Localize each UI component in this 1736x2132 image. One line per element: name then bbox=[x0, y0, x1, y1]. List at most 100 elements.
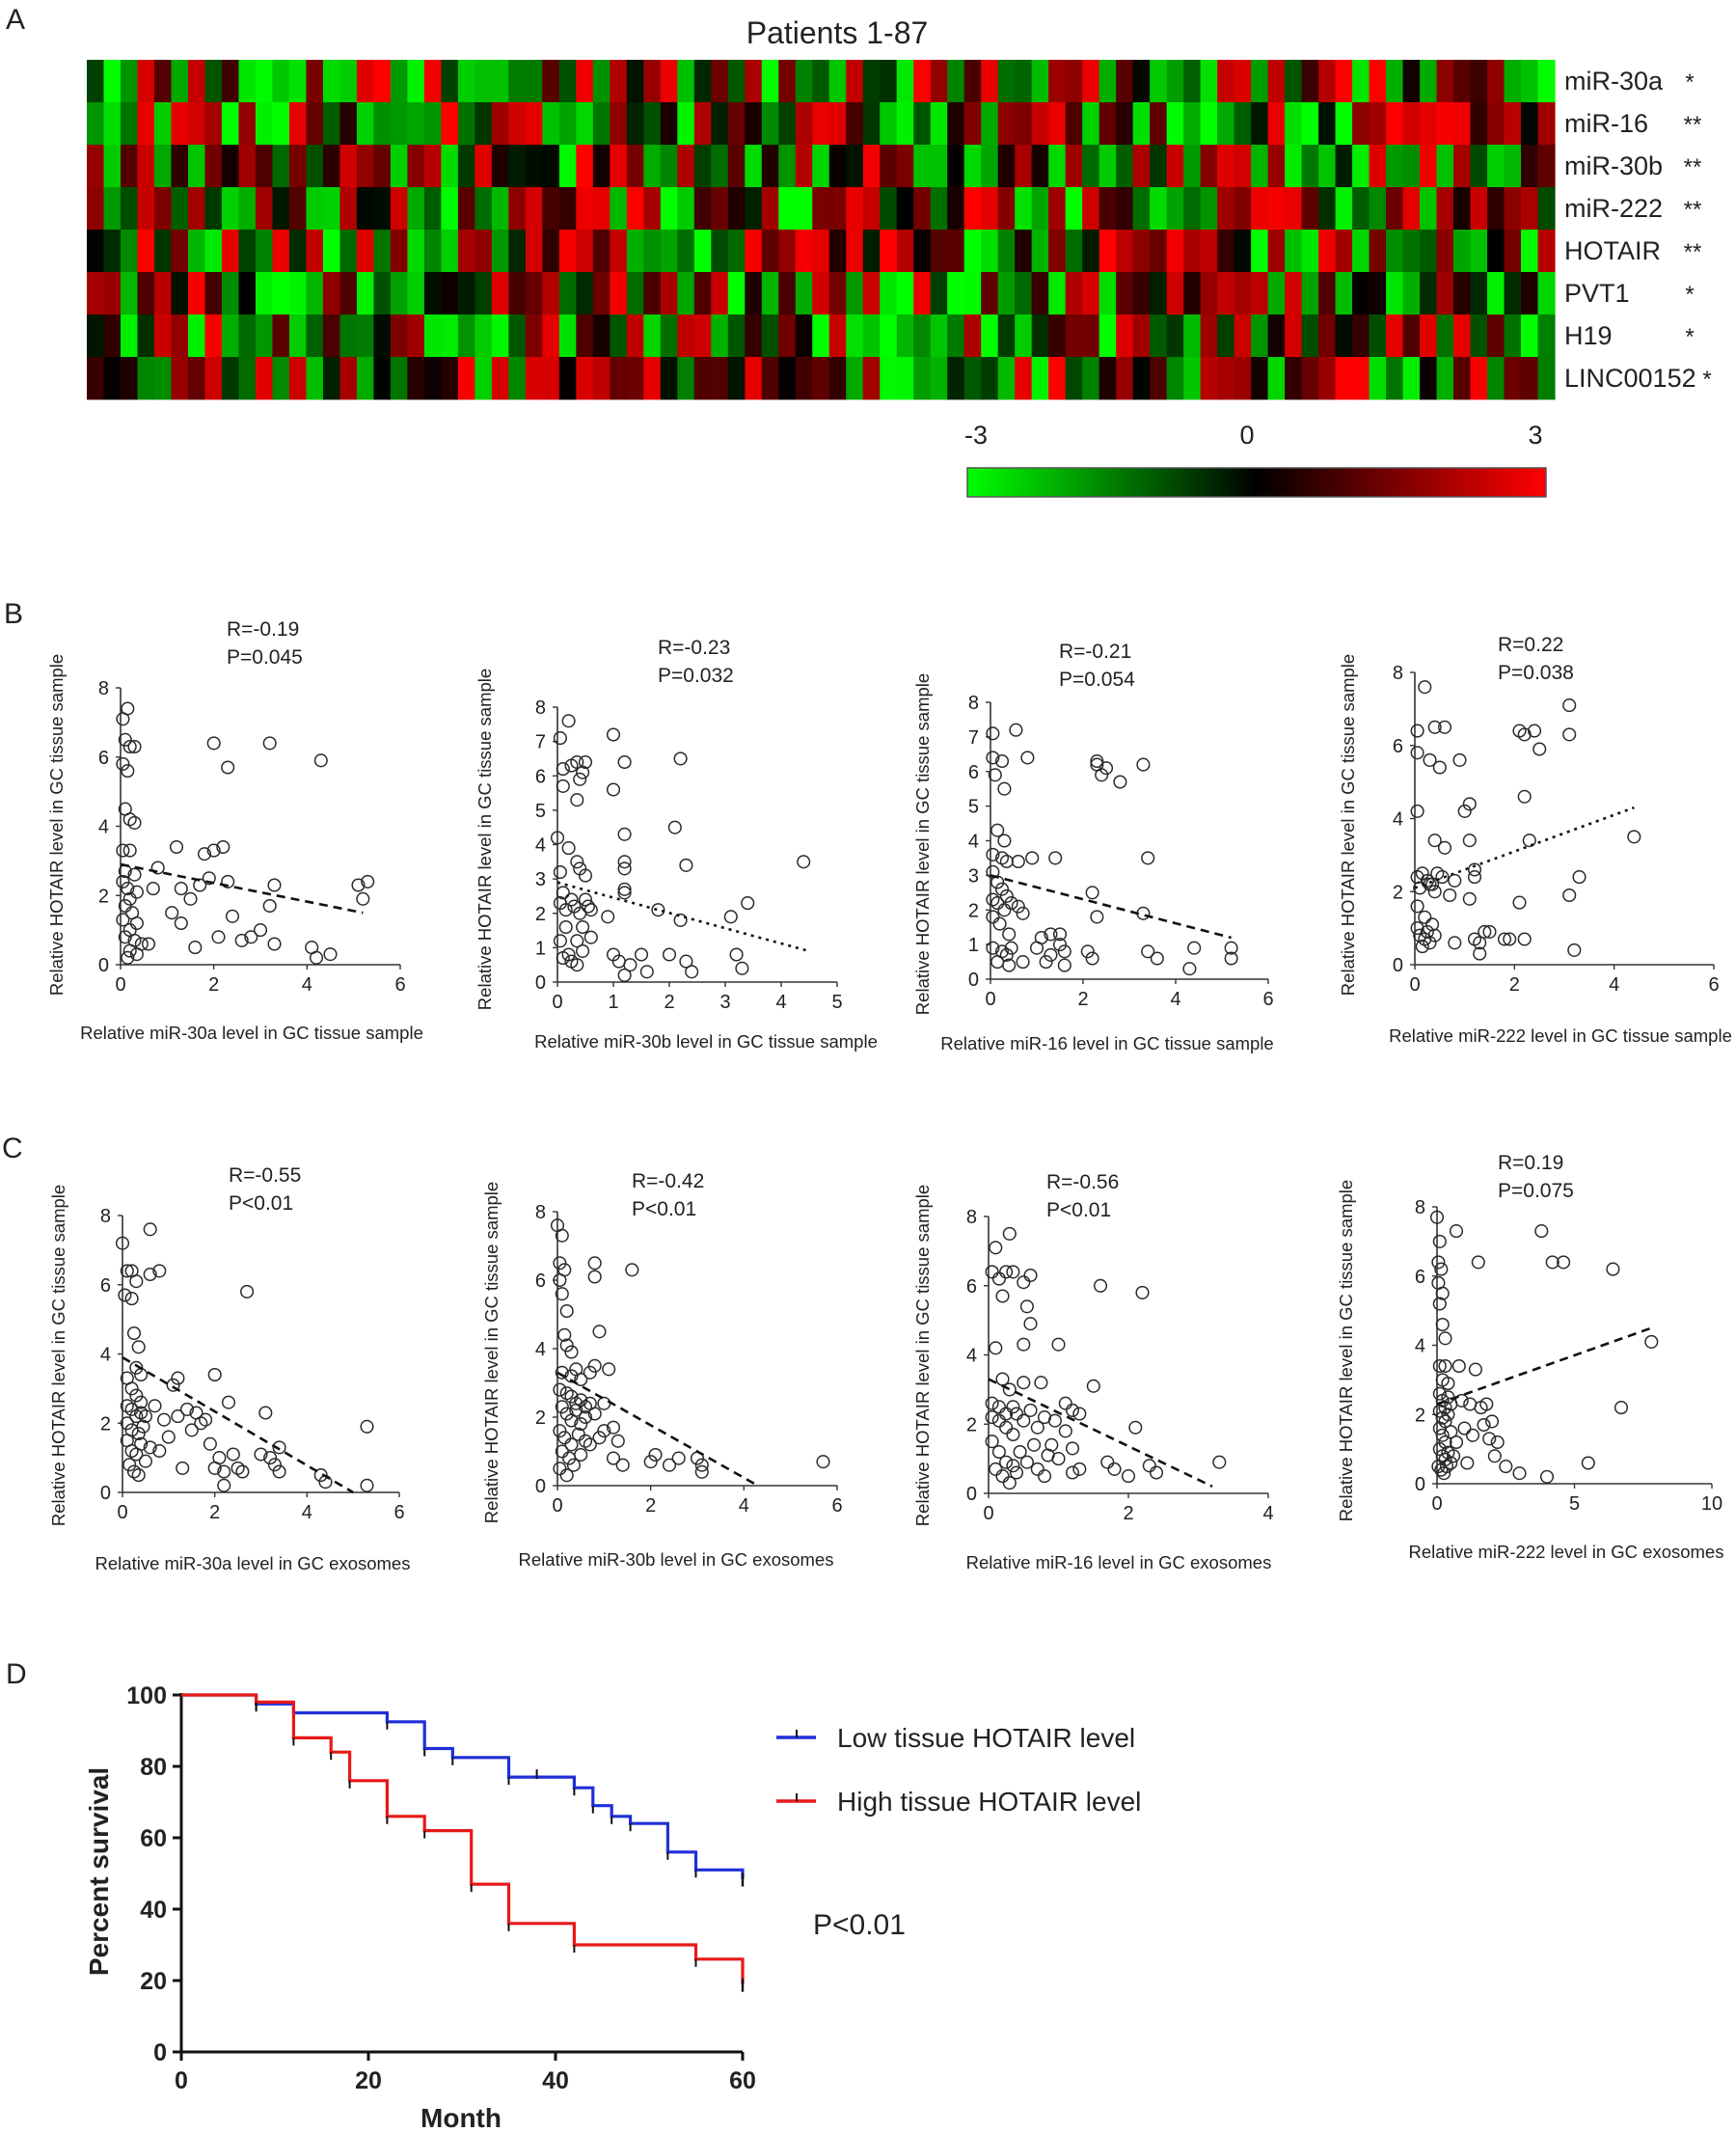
heatmap-cell bbox=[930, 272, 948, 315]
scatter-point bbox=[226, 1447, 240, 1462]
heatmap-cell bbox=[1521, 230, 1539, 273]
heatmap-cell bbox=[373, 357, 392, 400]
scatter-point bbox=[564, 1437, 579, 1452]
heatmap-cell bbox=[711, 230, 729, 273]
scatter-point bbox=[1019, 1455, 1034, 1469]
panel-label-d: D bbox=[6, 1658, 27, 1690]
scatter-point bbox=[556, 762, 570, 777]
scatter-point bbox=[564, 1345, 579, 1359]
heatmap-cell bbox=[1166, 60, 1184, 103]
km-y-tick-label: 100 bbox=[126, 1682, 167, 1709]
heatmap-cell bbox=[221, 314, 240, 358]
scatter-point bbox=[606, 1420, 621, 1435]
heatmap-cell bbox=[441, 102, 459, 146]
heatmap-cell bbox=[558, 314, 577, 358]
heatmap-cell bbox=[1132, 102, 1151, 146]
heatmap-cell bbox=[153, 357, 173, 400]
colorbar-max-label: 3 bbox=[1528, 421, 1542, 450]
heatmap-cell bbox=[1453, 102, 1472, 146]
scatter-point bbox=[578, 754, 593, 770]
km-legend-label: Low tissue HOTAIR level bbox=[837, 1723, 1135, 1753]
heatmap-cell bbox=[795, 314, 813, 358]
scatter-point bbox=[361, 874, 375, 888]
heatmap-cell bbox=[221, 145, 240, 188]
y-tick-label: 8 bbox=[1415, 1197, 1425, 1218]
heatmap-cell bbox=[1386, 102, 1404, 146]
heatmap-cell bbox=[862, 60, 881, 103]
scatter-point bbox=[1462, 834, 1477, 848]
scatter-point bbox=[639, 965, 654, 979]
heatmap-cell bbox=[339, 272, 358, 315]
heatmap-cell bbox=[1487, 145, 1505, 188]
heatmap-cell bbox=[137, 230, 155, 273]
scatter-point bbox=[1444, 1425, 1458, 1439]
y-tick-label: 2 bbox=[1415, 1405, 1425, 1426]
heatmap-cell bbox=[1369, 230, 1387, 273]
heatmap-cell bbox=[103, 357, 122, 400]
heatmap-cell bbox=[761, 60, 779, 103]
heatmap-cell bbox=[981, 187, 999, 231]
heatmap-cell bbox=[1251, 102, 1269, 146]
heatmap-cell bbox=[137, 272, 155, 315]
heatmap-cell bbox=[1487, 357, 1505, 400]
scatter-point bbox=[673, 752, 688, 766]
heatmap-cell bbox=[1386, 357, 1404, 400]
heatmap-cell bbox=[272, 102, 290, 146]
heatmap-cell bbox=[221, 357, 240, 400]
y-tick-label: 6 bbox=[968, 762, 979, 783]
scatter-point bbox=[1017, 1275, 1031, 1290]
stat-r-label: R=-0.56 bbox=[1046, 1171, 1119, 1193]
scatter-point bbox=[570, 754, 584, 770]
scatter-point bbox=[1432, 1297, 1447, 1311]
heatmap-cell bbox=[407, 60, 425, 103]
scatter-point bbox=[1435, 1428, 1450, 1442]
heatmap-cell bbox=[846, 187, 864, 231]
km-curve-high bbox=[181, 1693, 745, 1984]
heatmap-cell bbox=[1335, 145, 1353, 188]
heatmap-cell bbox=[441, 272, 459, 315]
heatmap-cell bbox=[1369, 145, 1387, 188]
heatmap-cell bbox=[171, 357, 189, 400]
scatter-point bbox=[1451, 1358, 1466, 1374]
colorbar-mid-label: 0 bbox=[1239, 421, 1254, 450]
scatter-point bbox=[121, 882, 135, 896]
heatmap-cell bbox=[1386, 187, 1404, 231]
heatmap-cell bbox=[1487, 187, 1505, 231]
heatmap-cell bbox=[373, 272, 392, 315]
heatmap-cell bbox=[306, 357, 324, 400]
scatter-point bbox=[1107, 1462, 1122, 1476]
heatmap-cell bbox=[1099, 314, 1117, 358]
heatmap-cell bbox=[626, 272, 644, 315]
scatter-point bbox=[129, 947, 144, 962]
heatmap-cell bbox=[846, 314, 864, 358]
heatmap-cell bbox=[1150, 314, 1168, 358]
scatter-point bbox=[1150, 951, 1164, 966]
panel-label-b: B bbox=[4, 598, 23, 630]
scatter-plot-C4: 0 5 10 0 2 4 6 8 R=0.19 P=0.075 Relative miR-222 l… bbox=[1336, 1152, 1723, 1562]
heatmap-cell bbox=[1386, 60, 1404, 103]
heatmap-cell bbox=[525, 272, 543, 315]
heatmap-cell bbox=[795, 60, 813, 103]
x-tick-label: 4 bbox=[302, 1502, 312, 1523]
heatmap-cell bbox=[407, 102, 425, 146]
scatter-point bbox=[127, 739, 142, 754]
scatter-point bbox=[1452, 752, 1467, 767]
heatmap-cell bbox=[828, 60, 847, 103]
heatmap-row-label: miR-30b bbox=[1564, 151, 1663, 180]
heatmap-cell bbox=[846, 230, 864, 273]
heatmap-cell bbox=[87, 272, 105, 315]
scatter-point bbox=[254, 1447, 268, 1462]
scatter-point bbox=[221, 874, 235, 888]
heatmap-cell bbox=[1031, 272, 1049, 315]
heatmap-cell bbox=[1267, 272, 1286, 315]
y-axis-label: Relative HOTAIR level in GC tissue sampl… bbox=[46, 654, 67, 996]
scatter-point bbox=[985, 1396, 999, 1410]
stat-r-label: R=-0.21 bbox=[1059, 641, 1131, 663]
scatter-point bbox=[662, 1458, 677, 1472]
heatmap-cell bbox=[1352, 230, 1370, 273]
heatmap-cell bbox=[711, 357, 729, 400]
heatmap-cell bbox=[795, 272, 813, 315]
heatmap-cell bbox=[1352, 357, 1370, 400]
scatter-point bbox=[991, 1444, 1006, 1460]
heatmap-cell bbox=[778, 230, 797, 273]
